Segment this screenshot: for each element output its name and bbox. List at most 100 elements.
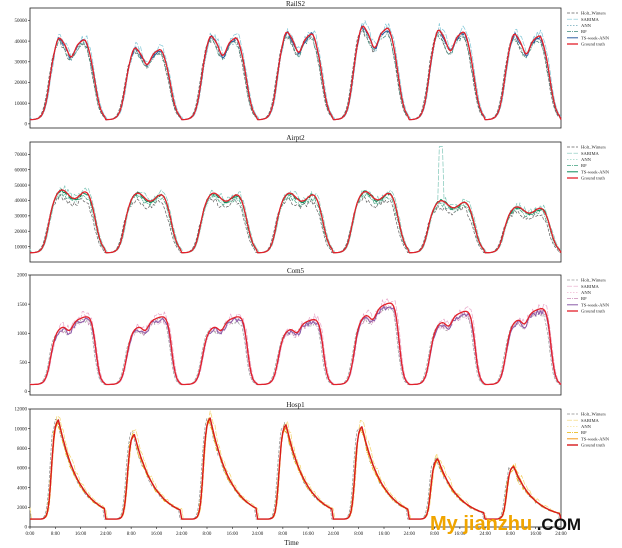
series-line-ground-truth (30, 417, 562, 520)
series-line-holt-winters (30, 417, 561, 520)
x-tick-label: 24:00 (100, 532, 112, 537)
series-line-ground-truth (30, 189, 562, 254)
x-tick-label: 0:00 (26, 532, 35, 537)
legend-label: TS-week-ANN (581, 169, 610, 174)
y-tick-label: 20000 (15, 81, 28, 86)
x-tick-label: 16:00 (302, 532, 314, 537)
y-tick-label: 1000 (17, 332, 28, 337)
series-line-ground-truth (30, 302, 562, 386)
series-line-ground-truth (30, 25, 562, 121)
x-tick-label: 16:00 (378, 532, 390, 537)
legend-label: ANN (581, 424, 592, 429)
legend-label: TS-week-ANN (581, 35, 610, 40)
plot-frame (29, 141, 562, 263)
y-tick-label: 500 (20, 361, 28, 366)
plot-frame (29, 408, 562, 528)
y-tick-label: 0 (25, 390, 28, 395)
watermark-main: My jianzhu (430, 513, 533, 535)
y-tick-label: 20000 (15, 230, 28, 235)
series-line-ts-week-ann (30, 188, 562, 254)
legend-label: Ground truth (581, 42, 606, 47)
legend-label: SARIMA (581, 17, 600, 22)
y-tick-label: 70000 (15, 153, 28, 158)
x-tick-label: 24:00 (176, 532, 188, 537)
y-tick-label: 1500 (17, 303, 28, 308)
x-tick-label: 16:00 (530, 532, 542, 537)
x-tick-label: 8:00 (354, 532, 363, 537)
series-line-rf (30, 417, 562, 520)
legend-label: RF (581, 163, 587, 168)
legend-label: SARIMA (581, 284, 600, 289)
series-line-sarima (29, 298, 562, 385)
y-tick-label: 60000 (15, 168, 28, 173)
panel-RailS2: RailS2 0 10000 20000 30000 40000 50000 Holt_Win… (15, 0, 610, 129)
legend-label: Ground truth (581, 443, 606, 448)
x-tick-label: 16:00 (227, 532, 239, 537)
y-tick-label: 4000 (17, 486, 28, 491)
y-tick-label: 2000 (17, 506, 28, 511)
legend-label: TS-week-ANN (581, 302, 610, 307)
legend-label: SARIMA (581, 418, 600, 423)
y-tick-label: 30000 (15, 215, 28, 220)
y-tick-label: 50000 (15, 19, 28, 24)
legend-label: Ground truth (581, 176, 606, 181)
panel-title: Hosp1 (286, 401, 305, 409)
x-tick-label: 24:00 (555, 532, 567, 537)
legend-label: RF (581, 430, 587, 435)
y-tick-label: 50000 (15, 184, 28, 189)
y-tick-label: 10000 (15, 245, 28, 250)
y-tick-label: 2000 (17, 274, 28, 279)
series-line-ts-week-ann (30, 25, 562, 121)
legend-label: Holt_Winters (581, 11, 606, 16)
plot-frame (29, 7, 562, 129)
y-tick-label: 0 (25, 123, 28, 128)
panel-title: RailS2 (286, 0, 306, 8)
y-tick-label: 30000 (15, 60, 28, 65)
legend-label: RF (581, 296, 587, 301)
series-line-holt-winters (29, 194, 561, 254)
panel-title: Airpt2 (286, 134, 305, 142)
panel-Com5: Com5 0 500 1000 1500 2000 Holt_WintersSARIMAAN… (17, 267, 610, 396)
series-line-sarima (29, 146, 562, 254)
x-tick-label: 8:00 (203, 532, 212, 537)
legend-label: Holt_Winters (581, 412, 606, 417)
series-line-rf (30, 27, 562, 120)
series-line-holt-winters (30, 306, 561, 385)
y-tick-label: 6000 (17, 467, 28, 472)
x-axis-label: Time (284, 539, 299, 547)
panel-title: Com5 (287, 267, 305, 275)
x-tick-label: 8:00 (506, 532, 515, 537)
y-tick-label: 8000 (17, 447, 28, 452)
x-tick-label: 8:00 (278, 532, 287, 537)
x-tick-label: 24:00 (252, 532, 264, 537)
series-line-ann (29, 26, 562, 120)
legend-label: Holt_Winters (581, 278, 606, 283)
series-line-ann (29, 418, 562, 520)
x-tick-label: 24:00 (404, 532, 416, 537)
x-tick-label: 16:00 (151, 532, 163, 537)
y-tick-label: 10000 (15, 427, 28, 432)
legend-label: Holt_Winters (581, 145, 606, 150)
y-tick-label: 0 (25, 526, 28, 531)
y-tick-label: 40000 (15, 40, 28, 45)
x-tick-label: 24:00 (328, 532, 340, 537)
panel-Airpt2: Airpt2 10000 20000 30000 40000 50000 60000 7000… (15, 134, 610, 263)
panel-Hosp1: Hosp1 0 2000 4000 6000 8000 10000 12000 Holt_Win… (15, 401, 610, 531)
x-tick-label: 8:00 (51, 532, 60, 537)
x-tick-label: 16:00 (454, 532, 466, 537)
legend-label: SARIMA (581, 151, 600, 156)
x-tick-label: 16:00 (75, 532, 87, 537)
series-line-ann (29, 302, 562, 385)
y-tick-label: 10000 (15, 102, 28, 107)
series-line-sarima (29, 20, 562, 120)
plot-frame (29, 274, 562, 396)
series-line-rf (30, 304, 562, 385)
watermark-suffix: .COM (536, 515, 582, 534)
legend-label: ANN (581, 290, 592, 295)
series-line-holt-winters (29, 27, 562, 120)
legend-label: ANN (581, 157, 592, 162)
legend-label: Ground truth (581, 309, 606, 314)
x-tick-label: 8:00 (127, 532, 136, 537)
watermark: My jianzhu .COM (430, 513, 581, 536)
